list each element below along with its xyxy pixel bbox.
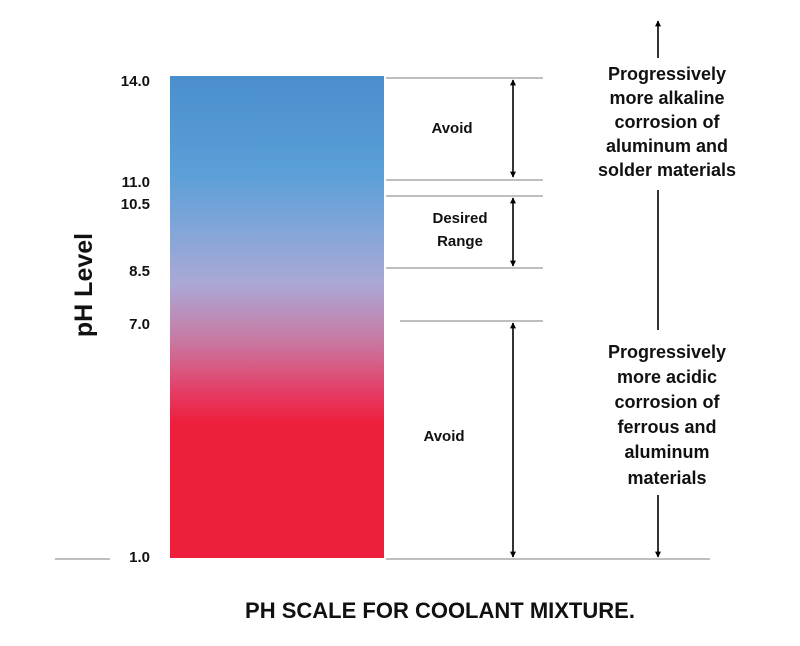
tick-1: 1.0 — [129, 549, 150, 566]
alkaline-note-line: corrosion of — [614, 112, 720, 132]
tick-10-5: 10.5 — [121, 196, 150, 213]
alkaline-note: Progressively more alkaline corrosion of… — [598, 64, 736, 180]
alkaline-note-line: Progressively — [608, 64, 726, 84]
acidic-note-line: aluminum — [624, 442, 709, 462]
alkaline-note-line: aluminum and — [606, 136, 728, 156]
upper-avoid-label: Avoid — [431, 120, 472, 137]
tick-11: 11.0 — [122, 174, 150, 191]
acidic-note-line: materials — [627, 468, 706, 488]
desired-label-line1: Desired — [432, 210, 487, 227]
lower-avoid-label: Avoid — [423, 428, 464, 445]
tick-14: 14.0 — [121, 73, 150, 90]
alkaline-note-line: more alkaline — [609, 88, 724, 108]
acidic-note-line: more acidic — [617, 367, 717, 387]
tick-8-5: 8.5 — [129, 263, 150, 280]
alkaline-note-line: solder materials — [598, 160, 736, 180]
tick-7: 7.0 — [129, 316, 150, 333]
acidic-note: Progressively more acidic corrosion of f… — [608, 342, 726, 488]
acidic-note-line: ferrous and — [617, 417, 716, 437]
desired-label-line2: Range — [437, 233, 483, 250]
axis-label: pH Level — [70, 233, 98, 337]
acidic-note-line: Progressively — [608, 342, 726, 362]
diagram-title: PH SCALE FOR COOLANT MIXTURE. — [245, 598, 635, 623]
ph-gradient-bar — [170, 76, 384, 558]
acidic-note-line: corrosion of — [614, 392, 720, 412]
